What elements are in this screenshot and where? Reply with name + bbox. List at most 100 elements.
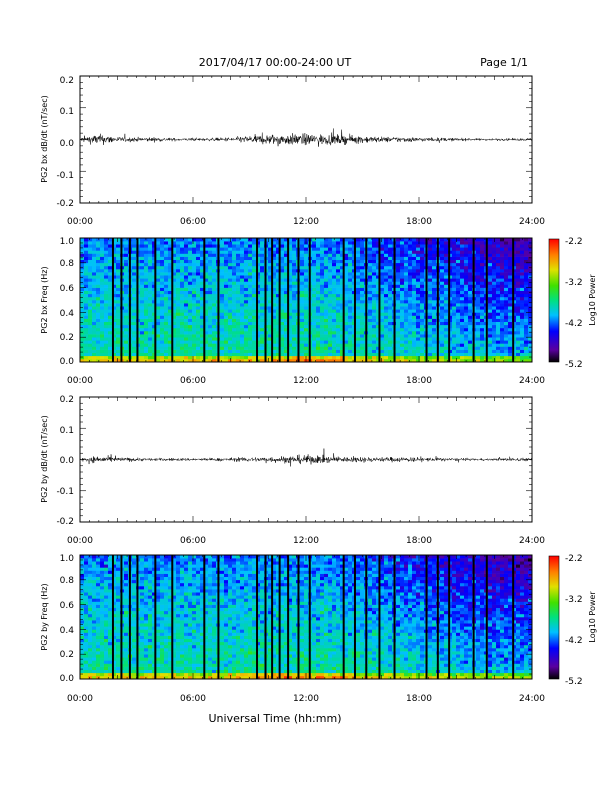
spectrogram-cell: [132, 293, 137, 298]
spectrogram-cell: [236, 281, 241, 285]
spectrogram-cell: [408, 241, 413, 245]
spectrogram-cell: [284, 334, 289, 338]
spectrogram-cell: [144, 247, 149, 251]
spectrogram-cell: [396, 244, 401, 248]
spectrogram-cell: [528, 352, 533, 357]
spectrogram-cell: [428, 250, 433, 254]
spectrogram-cell: [400, 250, 405, 254]
spectrogram-cell: [368, 358, 373, 363]
spectrogram-cell: [328, 340, 333, 344]
spectrogram-cell: [188, 290, 193, 295]
spectrogram-cell: [152, 324, 157, 329]
spectrogram-cell: [232, 281, 237, 285]
spectrogram-cell: [504, 358, 509, 363]
spectrogram-cell: [208, 340, 213, 344]
spectrogram-cell: [528, 321, 533, 326]
spectrogram-cell: [504, 275, 509, 279]
spectrogram-cell: [468, 309, 473, 313]
spectrogram-cell: [156, 306, 161, 310]
spectrogram-cell: [384, 315, 389, 319]
spectrogram-cell: [468, 256, 473, 260]
spectrogram-cell: [496, 300, 501, 304]
spectrogram-cell: [432, 327, 437, 332]
spectrogram-cell: [172, 318, 177, 322]
spectrogram-cell: [256, 337, 261, 341]
spectrogram-cell: [152, 327, 157, 332]
spectrogram-cell: [200, 324, 205, 329]
spectrogram-cell: [456, 250, 461, 254]
spectrogram-cell: [340, 284, 345, 288]
spectrogram-cell: [184, 346, 189, 350]
spectrogram-cell: [144, 250, 149, 254]
spectrogram-cell: [504, 262, 509, 267]
colorbar-tick: -2.2: [565, 237, 583, 247]
spectrogram-cell: [88, 275, 93, 279]
spectrogram-cell: [476, 272, 481, 276]
spectrogram-cell: [236, 358, 241, 363]
spectrogram-cell: [412, 315, 417, 319]
spectrogram-cell: [80, 284, 85, 288]
spectrogram-cell: [464, 337, 469, 341]
spectrogram-cell: [380, 315, 385, 319]
spectrogram-cell: [228, 346, 233, 350]
spectrogram-cell: [108, 306, 113, 310]
spectrogram-cell: [420, 327, 425, 332]
spectrogram-cell: [252, 306, 257, 310]
spectrogram-cell: [420, 290, 425, 295]
spectrogram-cell: [384, 238, 389, 242]
spectrogram-cell: [444, 312, 449, 316]
spectrogram-cell: [224, 349, 229, 353]
spectrogram-cell: [84, 262, 89, 267]
spectrogram-cell: [404, 303, 409, 307]
spectrogram-cell: [176, 296, 181, 301]
spectrogram-cell: [292, 290, 297, 295]
spectrogram-cell: [312, 343, 317, 347]
spectrogram-cell: [524, 296, 529, 301]
spectrogram-cell: [324, 355, 329, 360]
spectrogram-cell: [452, 300, 457, 304]
spectrogram-cell: [360, 250, 365, 254]
spectrogram-cell: [268, 303, 273, 307]
spectrogram-cell: [244, 343, 249, 347]
spectrogram-cell: [496, 315, 501, 319]
spectrogram-cell: [440, 244, 445, 248]
spectrogram-cell: [476, 300, 481, 304]
spectrogram-cell: [176, 247, 181, 251]
spectrogram-cell: [224, 272, 229, 276]
spectrogram-cell: [396, 290, 401, 295]
spectrogram-cell: [252, 300, 257, 304]
spectrogram-cell: [480, 355, 485, 360]
spectrogram-cell: [356, 321, 361, 326]
spectrogram-cell: [332, 244, 337, 248]
spectrogram-cell: [240, 250, 245, 254]
spectrogram-cell: [84, 312, 89, 316]
spectrogram-cell: [316, 281, 321, 285]
spectrogram-cell: [432, 293, 437, 298]
spectrogram-cell: [432, 315, 437, 319]
spectrogram-cell: [336, 352, 341, 357]
spectrogram-cell: [196, 290, 201, 295]
spectrogram-cell: [184, 290, 189, 295]
spectrogram-cell: [140, 300, 145, 304]
spectrogram-cell: [96, 253, 101, 257]
spectrogram-cell: [316, 352, 321, 357]
spectrogram-cell: [280, 300, 285, 304]
spectrogram-cell: [180, 321, 185, 326]
spectrogram-cell: [132, 275, 137, 279]
spectrogram-cell: [444, 265, 449, 270]
spectrogram-cell: [440, 238, 445, 242]
spectrogram-cell: [488, 247, 493, 251]
spectrogram-cell: [88, 331, 93, 335]
spectrogram-cell: [464, 309, 469, 313]
spectrogram-cell: [244, 318, 249, 322]
spectrogram-cell: [452, 337, 457, 341]
spectrogram-cell: [180, 244, 185, 248]
spectrogram-cell: [168, 318, 173, 322]
spectrogram-cell: [372, 300, 377, 304]
spectrogram-cell: [188, 349, 193, 353]
spectrogram-cell: [312, 250, 317, 254]
spectrogram-cell: [272, 265, 277, 270]
spectrogram-cell: [152, 256, 157, 260]
spectrogram-cell: [476, 321, 481, 326]
spectrogram-cell: [148, 265, 153, 270]
